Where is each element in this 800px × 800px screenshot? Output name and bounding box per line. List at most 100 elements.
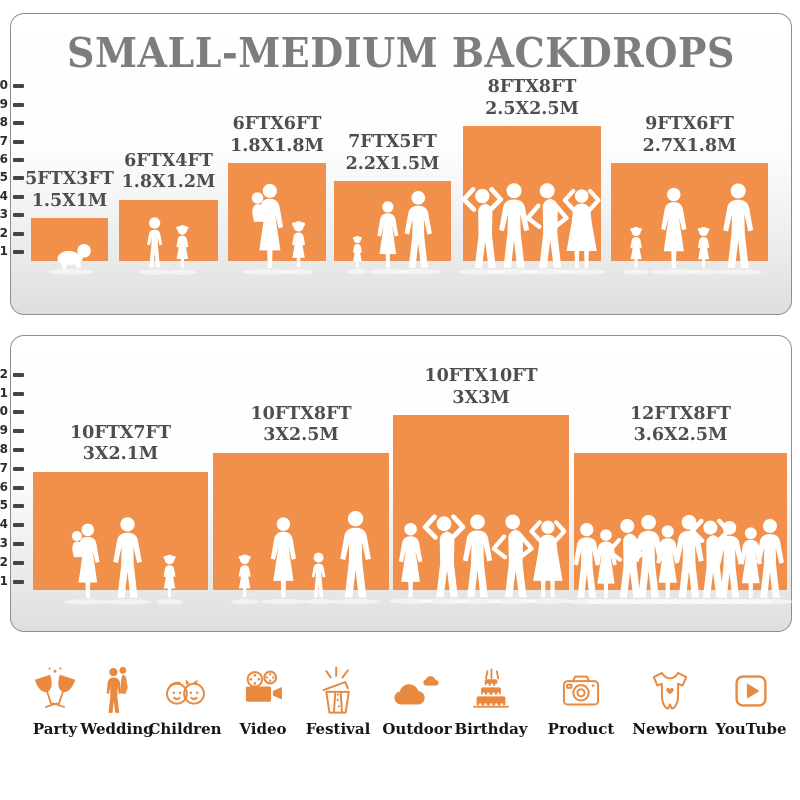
people-silhouettes xyxy=(48,244,94,275)
backdrop-size-label: 10FTX7FT 3X2.1M xyxy=(11,423,231,466)
size-meters-line: 1.8X1.2M xyxy=(121,172,216,193)
category-children: Children xyxy=(139,664,231,738)
category-product: Product xyxy=(535,664,627,738)
size-meters-line: 2.5X2.5M xyxy=(485,98,579,119)
ruler-tick xyxy=(13,429,24,434)
ruler-number: 5 xyxy=(0,498,8,513)
category-label: Product xyxy=(547,720,615,738)
ruler-tick xyxy=(13,541,24,546)
size-meters-line: 3.6X2.5M xyxy=(633,425,728,446)
ruler-tick xyxy=(13,523,24,528)
size-feet-line: 10FTX8FT xyxy=(250,403,352,424)
size-meters-line: 1.8X1.8M xyxy=(230,135,324,156)
ruler-tick xyxy=(13,176,24,181)
ruler-number: 3 xyxy=(0,535,8,550)
size-feet-line: 10FTX7FT xyxy=(69,422,171,443)
size-feet-line: 6FTX4FT xyxy=(124,150,213,171)
ruler-tick xyxy=(13,250,24,254)
ruler-tick xyxy=(13,102,24,107)
ruler-number: 7 xyxy=(0,133,8,148)
size-meters-line: 1.5X1M xyxy=(31,190,108,211)
people-silhouettes xyxy=(231,510,381,605)
people-silhouettes xyxy=(565,514,793,605)
size-feet-line: 12FTX8FT xyxy=(629,403,731,424)
ruler-number: 2 xyxy=(0,554,8,569)
lower-size-panel: 12111098765432110FTX7FT3X2.1M10FTX8FT3X2… xyxy=(0,335,793,632)
ruler-number: 2 xyxy=(0,225,8,240)
ruler-number: 9 xyxy=(0,423,8,438)
ruler-tick xyxy=(13,194,24,199)
ruler-tick xyxy=(13,410,24,415)
category-label: Children xyxy=(148,720,222,738)
ruler-tick xyxy=(13,391,24,396)
ruler-tick xyxy=(13,560,24,565)
newborn-icon xyxy=(643,664,697,718)
backdrop-size-label: 10FTX8FT 3X2.5M xyxy=(191,404,411,447)
party-icon xyxy=(28,664,82,718)
outdoor-icon xyxy=(390,664,444,718)
people-silhouettes xyxy=(139,217,196,275)
category-label: Outdoor xyxy=(382,720,452,738)
people-silhouettes xyxy=(63,516,183,605)
ruler-number: 12 xyxy=(0,366,8,381)
category-youtube: YouTube xyxy=(705,664,797,738)
ruler-tick xyxy=(13,466,24,471)
ruler-number: 10 xyxy=(0,404,8,419)
category-wedding: Wedding xyxy=(71,664,163,738)
ruler-tick xyxy=(13,213,24,218)
people-silhouettes xyxy=(242,183,314,275)
category-label: Festival xyxy=(305,720,371,738)
ruler-number: 11 xyxy=(0,385,8,400)
category-party: Party xyxy=(9,664,101,738)
backdrop-size-label: 6FTX6FT 1.8X1.8M xyxy=(167,114,387,157)
backdrop-size-label: 9FTX6FT 2.7X1.8M xyxy=(580,114,800,157)
size-feet-line: 8FTX8FT xyxy=(487,77,577,98)
backdrop-size-label: 7FTX5FT 2.2X1.5M xyxy=(283,132,503,175)
size-meters-line: 3X2.5M xyxy=(263,425,339,446)
category-label: YouTube xyxy=(715,720,787,738)
wedding-icon xyxy=(90,664,144,718)
size-feet-line: 7FTX5FT xyxy=(348,132,437,153)
people-silhouettes xyxy=(347,191,441,275)
ruler-tick xyxy=(13,485,24,490)
ruler-number: 5 xyxy=(0,170,8,185)
category-outdoor: Outdoor xyxy=(371,664,463,738)
ruler-number: 1 xyxy=(0,244,8,258)
size-meters-line: 2.2X1.5M xyxy=(345,153,440,174)
ruler-number: 6 xyxy=(0,479,8,494)
ruler-number: 10 xyxy=(0,78,8,93)
size-meters-line: 3X2.1M xyxy=(82,444,159,465)
category-label: Video xyxy=(239,720,287,738)
backdrop-bar xyxy=(119,199,218,261)
ruler-number: 8 xyxy=(0,441,8,456)
children-icon xyxy=(158,664,212,718)
category-label: Newborn xyxy=(632,720,708,738)
category-newborn: Newborn xyxy=(624,664,716,738)
ruler-tick xyxy=(13,447,24,452)
category-label: Party xyxy=(32,720,78,738)
ruler-number: 7 xyxy=(0,460,8,475)
ruler-number: 3 xyxy=(0,207,8,222)
backdrop-size-label: 12FTX8FT 3.6X2.5M xyxy=(571,404,791,447)
backdrop-size-label: 8FTX8FT 2.5X2.5M xyxy=(422,77,642,120)
backdrop-size-label: 6FTX4FT 1.8X1.2M xyxy=(59,151,279,194)
category-birthday: Birthday xyxy=(445,664,537,738)
ruler-tick xyxy=(13,84,24,89)
ruler-number: 6 xyxy=(0,152,8,166)
ruler-number: 4 xyxy=(0,188,8,203)
ruler-number: 4 xyxy=(0,517,8,532)
ruler-tick xyxy=(13,579,24,584)
ruler-tick xyxy=(13,372,24,377)
festival-icon xyxy=(311,664,365,718)
category-label: Birthday xyxy=(454,720,528,738)
category-label: Wedding xyxy=(80,720,154,738)
ruler-tick xyxy=(13,139,24,144)
size-feet-line: 10FTX10FT xyxy=(424,366,538,387)
video-icon xyxy=(236,664,290,718)
product-icon xyxy=(554,664,608,718)
size-meters-line: 3X3M xyxy=(452,387,510,408)
size-feet-line: 6FTX6FT xyxy=(232,114,322,134)
size-feet-line: 5FTX3FT xyxy=(25,169,114,190)
ruler-number: 9 xyxy=(0,96,8,111)
